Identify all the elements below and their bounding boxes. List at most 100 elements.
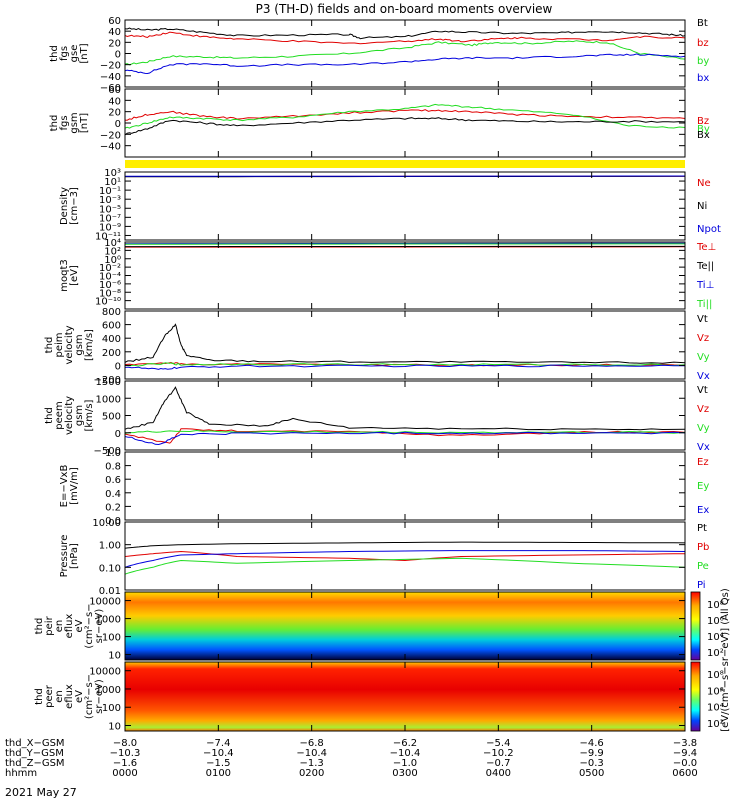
- y-tick-label: 10¹: [104, 177, 121, 188]
- legend-label: Vx: [697, 442, 710, 453]
- y-tick-label: 10⁻⁵: [99, 204, 121, 215]
- y-tick-label: 10⁻⁹: [99, 222, 121, 233]
- y-tick-label: 10²: [104, 246, 121, 257]
- time-axis-row-label: thd_X−GSM: [5, 738, 65, 749]
- legend-label: Pi: [697, 580, 706, 591]
- y-tick-label: 10⁻⁶: [99, 280, 121, 291]
- colorbar-tick-label: 10²: [707, 648, 724, 659]
- y-axis-label-line: Pressure: [59, 535, 70, 578]
- legend-label: Ez: [697, 457, 709, 468]
- time-axis-value: −0.0: [673, 758, 697, 769]
- y-axis-label: E=−VxB [mV/m]: [59, 465, 80, 508]
- y-axis-label-line: [nT]: [79, 43, 90, 63]
- y-axis-label: thd peim velocity gsm [km/s]: [44, 325, 95, 364]
- y-tick-label: 0.10: [99, 563, 121, 574]
- y-tick-label: −20: [100, 130, 121, 141]
- y-tick-label: 0: [115, 429, 121, 440]
- y-axis-label-line: [nPa]: [69, 543, 80, 569]
- time-axis-value: 0300: [392, 768, 417, 779]
- y-tick-label: 10000: [89, 667, 121, 678]
- yellow-flag-bar: [125, 160, 685, 168]
- legend-label: Ex: [697, 505, 709, 516]
- time-axis-row-label: thd_Y−GSM: [5, 748, 64, 759]
- y-tick-label: 10⁰: [104, 255, 121, 266]
- series-line-Vx: [124, 364, 686, 370]
- time-axis-value: −4.6: [580, 738, 604, 749]
- y-axis-label-line: velocity: [64, 396, 75, 435]
- legend-label: Npot: [697, 224, 721, 235]
- y-tick-label: −20: [100, 61, 121, 72]
- y-axis-label: Pressure [nPa]: [59, 535, 80, 578]
- legend-label: Bx: [697, 130, 710, 141]
- y-tick-label: 10000: [89, 597, 121, 608]
- y-tick-label: −40: [100, 72, 121, 83]
- y-tick-label: 10⁻⁷: [99, 213, 121, 224]
- y-axis-label-line: fgs: [59, 46, 70, 61]
- legend-label: By: [697, 124, 710, 135]
- time-axis-value: −0.3: [580, 758, 604, 769]
- date-label: 2021 May 27: [5, 786, 77, 799]
- y-tick-label: 100: [102, 633, 121, 644]
- time-axis-value: 0200: [299, 768, 324, 779]
- y-axis-label-line: fgs: [59, 115, 70, 130]
- y-tick-label: 10⁻¹⁰: [95, 297, 121, 308]
- series-line-Vt: [124, 323, 686, 364]
- y-axis-label-line: sr−eV): [94, 609, 105, 644]
- y-tick-label: 0: [115, 361, 121, 372]
- y-tick-label: 10.00: [92, 518, 121, 529]
- y-axis-label-line: Density: [59, 187, 70, 225]
- spectrogram: [125, 592, 685, 660]
- time-axis-value: −1.5: [206, 758, 230, 769]
- y-tick-label: 500: [102, 412, 121, 423]
- time-axis-value: −9.9: [580, 748, 604, 759]
- legend-label: Pb: [697, 542, 709, 553]
- y-axis-label-line: velocity: [64, 325, 75, 364]
- y-axis-label-line: gsm: [69, 112, 80, 133]
- time-axis-value: −6.8: [300, 738, 324, 749]
- legend-label: Te||: [696, 261, 714, 272]
- colorbar: 10⁸ 10⁶ 10⁴ 10²: [690, 591, 724, 661]
- colorbar-tick-label: 10⁸: [707, 600, 724, 611]
- series-line-By: [124, 103, 686, 129]
- y-tick-label: 800: [102, 307, 121, 318]
- colorbar-strip: [690, 661, 701, 732]
- spectrogram: [125, 662, 685, 731]
- time-axis-value: −10.4: [296, 748, 327, 759]
- y-axis-label-line: gse: [69, 45, 80, 63]
- colorbar-strip: [690, 591, 701, 661]
- time-axis-row-label: hhmm: [5, 768, 37, 779]
- y-axis-label-line: thd: [44, 337, 55, 354]
- y-tick-label: 0.01: [99, 586, 121, 597]
- series-line-bx: [124, 53, 686, 75]
- y-axis-label-line: [mV/m]: [69, 467, 80, 505]
- y-tick-label: −40: [100, 142, 121, 153]
- time-axis-value: −1.3: [300, 758, 324, 769]
- y-tick-label: 1500: [96, 377, 121, 388]
- legend-label: by: [697, 56, 709, 67]
- time-axis-value: −0.7: [486, 758, 510, 769]
- legend-label: Vt: [697, 385, 708, 396]
- time-axis-value: −6.2: [393, 738, 417, 749]
- y-tick-label: 10⁴: [104, 238, 121, 249]
- y-tick-label: 20: [108, 38, 121, 49]
- y-tick-label: 600: [102, 321, 121, 332]
- y-tick-label: 60: [108, 85, 121, 96]
- y-tick-label: 10: [108, 651, 121, 662]
- y-tick-label: 40: [108, 27, 121, 38]
- y-axis-label-line: gsm: [74, 334, 85, 355]
- y-axis-label-line: [cm−3]: [69, 187, 80, 225]
- time-axis-value: 0100: [206, 768, 231, 779]
- time-axis-value: −10.3: [110, 748, 141, 759]
- y-axis-label-line: peer: [44, 684, 55, 708]
- legend-label: Ti⊥: [696, 280, 714, 291]
- y-tick-label: 10⁻¹: [99, 186, 121, 197]
- y-axis-label-line: en: [54, 620, 65, 633]
- y-tick-label: 10³: [104, 168, 121, 179]
- y-axis-label-line: peir: [44, 615, 55, 635]
- y-tick-label: 0.6: [105, 475, 121, 486]
- plot-title: P3 (TH-D) fields and on-board moments ov…: [256, 2, 553, 16]
- y-axis-label-line: [eV]: [69, 265, 80, 286]
- panel-5: Vt Vz Vy Vx 800 600 400 200 0 −200 thd peim velocity…: [44, 307, 710, 386]
